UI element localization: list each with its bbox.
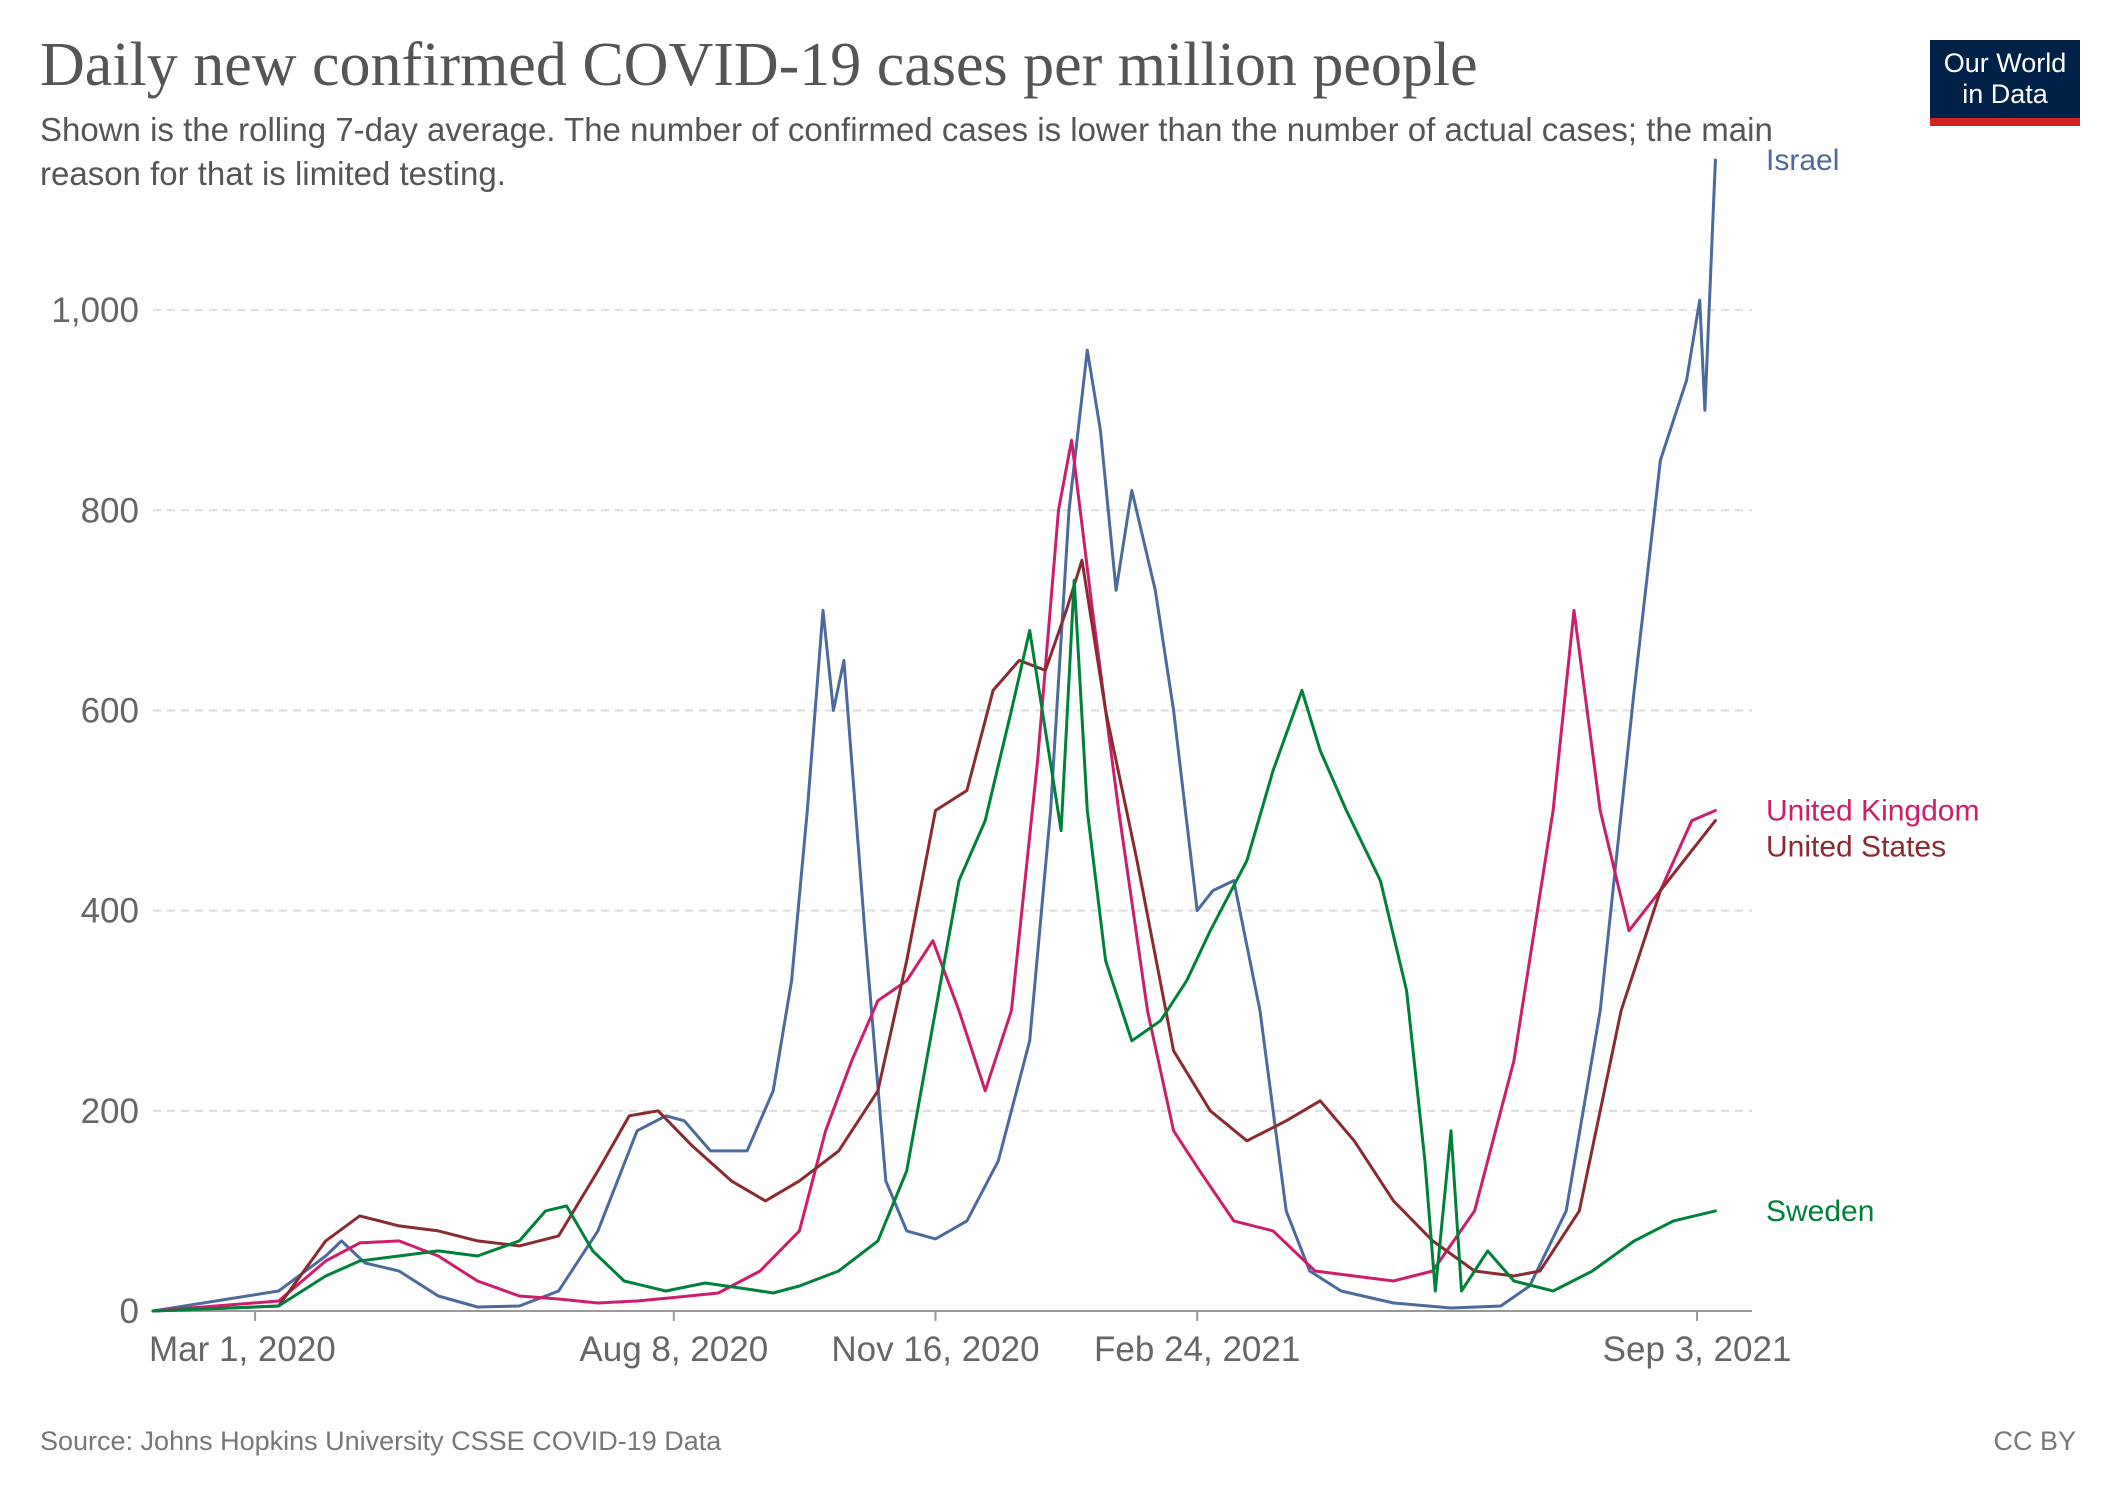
x-tick-label: Sep 3, 2021 [1603,1330,1792,1369]
source-note[interactable]: Source: Johns Hopkins University CSSE CO… [40,1426,722,1456]
y-tick-label: 800 [81,491,139,530]
y-tick-label: 600 [81,691,139,730]
chart-title: Daily new confirmed COVID-19 cases per m… [40,31,1478,99]
x-tick-label: Feb 24, 2021 [1094,1330,1300,1369]
series-label-united-states[interactable]: United States [1766,831,1946,864]
series-label-united-kingdom[interactable]: United Kingdom [1766,795,1979,828]
series-line-united-states[interactable] [151,558,1717,1313]
owid-logo[interactable]: Our World in Data [1930,40,2080,126]
logo-line-1: Our World [1943,48,2067,78]
series-line-united-kingdom[interactable] [151,438,1717,1313]
y-tick-label: 400 [81,892,139,931]
license-note[interactable]: CC BY [1993,1426,2076,1456]
axes: 0 200 400 600 800 1,000 Mar 1, 2020 Aug 8, 2020… [51,291,1791,1369]
x-tick-label: Mar 1, 2020 [149,1330,336,1369]
series-lines [151,158,1717,1313]
series-line-israel[interactable] [151,158,1717,1313]
y-tick-label: 200 [81,1092,139,1131]
grid-lines [153,309,1752,1112]
series-label-sweden[interactable]: Sweden [1766,1195,1874,1228]
x-tick-label: Aug 8, 2020 [579,1330,768,1369]
series-label-israel[interactable]: Israel [1766,144,1839,177]
x-tick-label: Nov 16, 2020 [831,1330,1039,1369]
y-tick-label: 0 [120,1292,139,1331]
series-line-sweden[interactable] [151,578,1717,1313]
logo-line-2: in Data [1962,79,2048,109]
chart-subtitle: Shown is the rolling 7-day average. The … [40,111,1773,192]
y-tick-label: 1,000 [51,291,139,330]
